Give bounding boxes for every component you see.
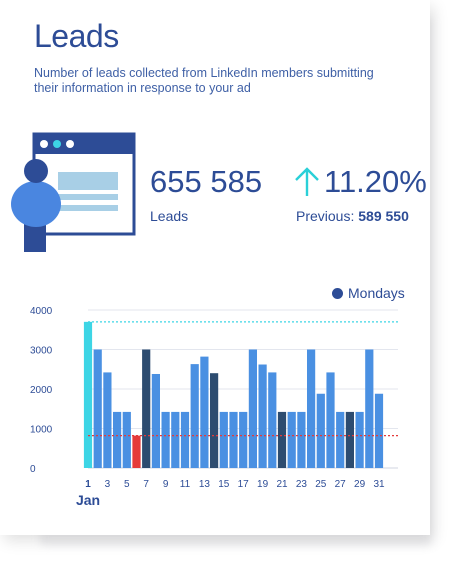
bar-day-29 — [355, 411, 364, 468]
bar-day-5 — [122, 411, 131, 468]
x-tick-label: 9 — [163, 479, 169, 490]
bar-day-3 — [103, 372, 112, 468]
y-tick-label: 2000 — [30, 385, 53, 396]
y-tick-label: 3000 — [30, 346, 53, 357]
x-tick-label: 25 — [315, 479, 327, 490]
bar-day-15 — [219, 411, 228, 468]
bar-day-18 — [248, 349, 257, 468]
bar-day-21 — [277, 411, 287, 468]
y-tick-label: 1000 — [30, 425, 53, 436]
previous-value: 589 550 — [358, 208, 409, 224]
x-tick-label: 17 — [238, 479, 250, 490]
chart-legend: Mondays — [332, 285, 405, 301]
bar-day-24 — [307, 349, 316, 468]
x-tick-label: 13 — [199, 479, 211, 490]
bar-day-1 — [83, 321, 93, 468]
month-label: Jan — [76, 492, 100, 508]
bar-day-28 — [345, 411, 354, 468]
page-title: Leads — [34, 18, 119, 54]
bar-day-20 — [268, 372, 277, 468]
leads-card: Leads Number of leads collected from Lin… — [11, 18, 427, 508]
x-tick-label: 3 — [105, 479, 111, 490]
x-tick-label: 11 — [180, 479, 191, 490]
bar-day-11 — [180, 411, 190, 468]
bar-day-12 — [190, 364, 199, 468]
x-tick-label: 1 — [85, 479, 91, 490]
bar-day-7 — [142, 349, 151, 468]
person-at-screen-icon — [11, 132, 136, 252]
previous-period: Previous: 589 550 — [296, 208, 409, 224]
bar-day-14 — [210, 373, 219, 468]
page-subtitle: Number of leads collected from LinkedIn … — [34, 66, 374, 95]
previous-label: Previous: — [296, 208, 355, 224]
leads-count: 655 585 — [150, 164, 263, 199]
bar-day-16 — [229, 411, 238, 468]
arrow-up-icon — [295, 167, 319, 196]
x-tick-label: 29 — [354, 479, 366, 490]
bar-day-2 — [93, 349, 102, 468]
x-tick-label: 19 — [257, 479, 269, 490]
leads-label: Leads — [150, 208, 189, 224]
legend-swatch-mondays — [332, 287, 343, 299]
bar-day-8 — [151, 373, 160, 468]
bar-day-23 — [297, 411, 306, 468]
bar-day-27 — [336, 411, 345, 468]
bar-day-17 — [239, 411, 248, 468]
bar-day-25 — [316, 393, 325, 468]
x-tick-label: 7 — [143, 479, 149, 490]
bar-day-10 — [171, 411, 180, 468]
bar-day-26 — [326, 372, 335, 468]
x-tick-label: 27 — [335, 479, 347, 490]
bar-day-9 — [161, 411, 170, 468]
x-tick-label: 5 — [124, 479, 130, 490]
bar-day-31 — [374, 393, 384, 468]
bar-day-4 — [113, 411, 122, 468]
x-tick-label: 23 — [296, 479, 308, 490]
bar-day-19 — [258, 364, 267, 468]
legend-label: Mondays — [348, 285, 405, 301]
x-tick-label: 15 — [218, 479, 230, 490]
bar-day-22 — [287, 411, 296, 468]
bar-day-30 — [365, 349, 374, 468]
bar-day-6 — [132, 435, 141, 468]
y-tick-label: 4000 — [30, 306, 53, 317]
x-tick-label: 31 — [373, 479, 385, 490]
x-tick-label: 21 — [276, 479, 288, 490]
change-percent: 11.20% — [324, 164, 427, 199]
y-tick-label: 0 — [30, 464, 36, 475]
bar-day-13 — [200, 356, 209, 468]
